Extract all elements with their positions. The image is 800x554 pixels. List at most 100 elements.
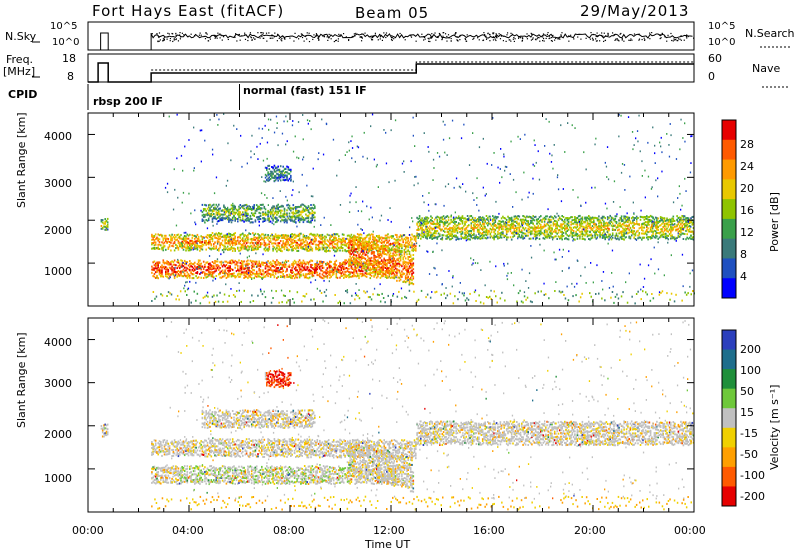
power-panel-cell <box>614 234 617 237</box>
power-panel-cell <box>278 175 281 178</box>
power-panel-cell <box>271 264 273 266</box>
power-panel-cell <box>274 174 277 177</box>
power-panel-cell <box>248 262 250 265</box>
power-panel-cell <box>249 270 252 272</box>
power-panel-cell <box>509 236 512 239</box>
power-panel-cell <box>298 243 301 246</box>
power-panel-cell <box>210 275 213 278</box>
power-panel-cell <box>254 245 257 248</box>
power-panel-cell <box>353 271 355 273</box>
power-panel-cell <box>235 240 238 243</box>
power-panel-cell <box>152 261 154 264</box>
power-panel-cell <box>248 218 250 221</box>
power-panel-cell <box>335 276 338 279</box>
power-panel-cell <box>234 207 236 210</box>
nsearch-point <box>360 36 362 38</box>
nsearch-point <box>360 40 363 42</box>
power-panel-cell <box>523 215 526 218</box>
power-panel-cell <box>276 217 278 220</box>
power-panel-cell <box>239 246 242 249</box>
power-panel-cell <box>301 247 303 250</box>
power-panel-cell <box>233 238 235 241</box>
power-panel-cell <box>489 232 492 235</box>
power-panel-cell <box>288 212 291 215</box>
power-panel-cell <box>566 223 569 226</box>
power-panel-cell <box>282 265 284 268</box>
power-panel-cell <box>507 230 509 233</box>
power-panel-cell <box>663 217 666 220</box>
nsearch-point <box>558 38 560 40</box>
power-panel-cell <box>242 215 244 218</box>
power-panel-cell <box>553 230 556 233</box>
power-panel-cell <box>576 228 579 231</box>
power-panel-cell <box>470 224 473 227</box>
power-panel-cell <box>282 176 284 179</box>
power-panel-cell <box>433 222 436 225</box>
power-panel-cell <box>629 222 632 225</box>
power-panel-cell <box>430 234 432 237</box>
power-panel-cell <box>310 240 312 243</box>
power-panel-cell <box>320 238 322 240</box>
power-panel-cell <box>194 261 196 264</box>
power-panel-cell <box>273 236 276 239</box>
power-panel-cell <box>295 247 297 250</box>
nsearch-point <box>595 35 597 38</box>
power-panel-cell <box>302 273 305 276</box>
power-panel-cell <box>186 245 189 248</box>
power-panel-cell <box>641 229 643 231</box>
power-panel-cell <box>518 229 521 232</box>
power-panel-cell <box>244 247 247 250</box>
power-panel-cell <box>457 222 460 225</box>
power-panel-cell <box>197 245 200 248</box>
power-panel-cell <box>237 267 239 270</box>
power-panel-cell <box>574 234 576 237</box>
power-panel-cell <box>330 240 332 242</box>
power-panel-cell <box>663 229 666 232</box>
power-panel-cell <box>247 262 249 265</box>
power-panel-cell <box>551 228 553 231</box>
power-panel-cell <box>248 266 250 269</box>
power-panel-cell <box>334 267 336 270</box>
power-panel-cell <box>460 230 462 233</box>
power-panel-cell <box>610 238 613 241</box>
power-panel-cell <box>659 234 662 237</box>
power-panel-cell <box>279 205 282 208</box>
power-panel-cell <box>239 219 242 222</box>
nsearch-point <box>377 39 379 41</box>
power-panel-cell <box>585 219 587 222</box>
nsearch-point <box>542 33 545 35</box>
power-panel-cell <box>463 225 465 228</box>
power-panel-cell <box>430 215 432 218</box>
power-panel-cell <box>537 227 540 230</box>
power-panel-cell <box>451 235 454 238</box>
power-panel-cell <box>189 244 191 247</box>
power-panel-cell <box>373 266 375 269</box>
power-panel-cell <box>575 226 577 229</box>
power-panel-cell <box>548 216 551 219</box>
power-panel-cell <box>207 263 210 265</box>
power-panel-cell <box>190 248 192 251</box>
power-panel-cell <box>209 273 211 276</box>
power-panel-cell <box>500 236 503 239</box>
power-panel-cell <box>332 233 335 236</box>
power-panel-cell <box>407 237 409 240</box>
power-panel-cell <box>240 266 243 269</box>
power-panel-cell <box>550 229 552 232</box>
power-panel-cell <box>387 233 389 236</box>
nsearch-point <box>206 33 208 35</box>
power-panel-cell <box>470 227 473 230</box>
nsearch-point <box>315 35 318 37</box>
power-panel-cell <box>441 218 444 221</box>
power-panel-cell <box>279 240 282 242</box>
power-panel-cell <box>219 267 221 270</box>
power-panel-cell <box>604 225 606 227</box>
power-panel-cell <box>426 232 428 235</box>
power-panel-cell <box>497 235 499 238</box>
power-panel-cell <box>210 244 213 247</box>
power-panel-cell <box>428 236 431 239</box>
power-panel-cell <box>266 167 268 170</box>
power-panel-cell <box>274 217 277 220</box>
power-panel-cell <box>336 267 339 270</box>
power-panel-cell <box>662 226 664 228</box>
power-panel-cell <box>490 231 493 234</box>
